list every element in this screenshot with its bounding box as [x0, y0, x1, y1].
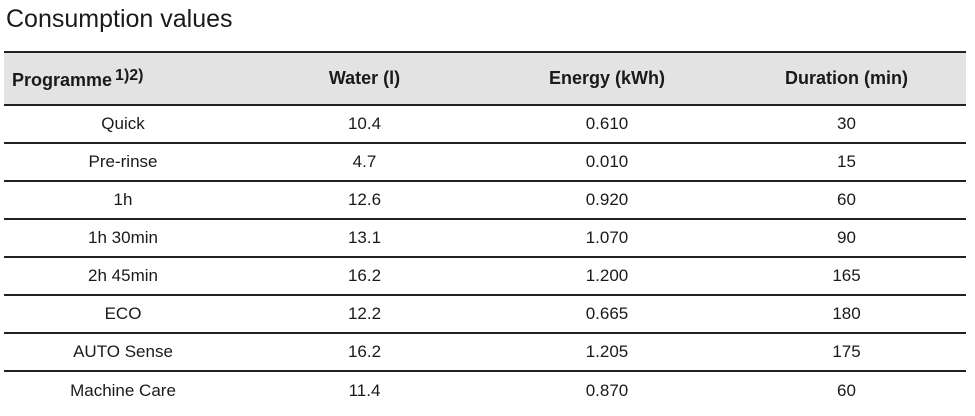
cell-energy: 0.920: [585, 190, 629, 209]
cell-programme: Machine Care: [70, 380, 176, 400]
table-row: ECO 12.2 0.665 180: [4, 295, 966, 333]
cell-duration: 60: [837, 380, 856, 400]
header-programme-label: Programme: [12, 69, 113, 90]
cell-programme: 2h 45min: [88, 266, 158, 285]
cell-energy: 0.010: [585, 152, 629, 171]
table-row: Quick 10.4 0.610 30: [4, 105, 966, 143]
cell-programme: AUTO Sense: [73, 342, 173, 361]
table-row: Pre-rinse 4.7 0.010 15: [4, 143, 966, 181]
cell-programme: Pre-rinse: [88, 152, 158, 171]
table-header: Programme 1)2) Water (l) Energy (kWh) Dur…: [4, 52, 966, 105]
table-row: 1h 12.6 0.920 60: [4, 181, 966, 219]
table-row: AUTO Sense 16.2 1.205 175: [4, 333, 966, 371]
table-row: Machine Care 11.4 0.870 60: [4, 371, 966, 409]
cell-programme: 1h: [113, 190, 133, 209]
table-row: 2h 45min 16.2 1.200 165: [4, 257, 966, 295]
cell-duration: 15: [837, 152, 856, 171]
cell-energy: 0.610: [585, 114, 629, 133]
table-row: 1h 30min 13.1 1.070 90: [4, 219, 966, 257]
consumption-table: Programme 1)2) Water (l) Energy (kWh) Dur…: [4, 51, 966, 409]
cell-water: 4.7: [352, 152, 377, 171]
header-programme: Programme 1)2): [4, 52, 242, 105]
cell-energy: 0.665: [585, 304, 629, 323]
cell-water: 12.2: [347, 304, 382, 323]
cell-energy: 1.200: [585, 266, 629, 285]
page-title: Consumption values: [6, 5, 233, 33]
header-row: Programme 1)2) Water (l) Energy (kWh) Dur…: [4, 52, 966, 105]
cell-energy: 0.870: [585, 380, 629, 400]
cell-water: 10.4: [347, 114, 382, 133]
header-water: Water (l): [328, 68, 401, 88]
cell-duration: 165: [832, 266, 861, 285]
cell-water: 16.2: [347, 266, 382, 285]
cell-programme: 1h 30min: [88, 228, 158, 247]
cell-duration: 60: [837, 190, 856, 209]
cell-duration: 175: [832, 342, 861, 361]
cell-water: 13.1: [347, 228, 382, 247]
cell-duration: 180: [832, 304, 861, 323]
table-body: Quick 10.4 0.610 30 Pre-rinse 4.7 0.010 …: [4, 105, 966, 409]
cell-duration: 90: [837, 228, 856, 247]
cell-water: 11.4: [348, 380, 381, 400]
cell-water: 12.6: [347, 190, 382, 209]
header-duration: Duration (min): [785, 68, 908, 88]
cell-programme: Quick: [101, 114, 145, 133]
header-energy: Energy (kWh): [548, 68, 665, 88]
cell-water: 16.2: [347, 342, 382, 361]
header-programme-footnote: 1)2): [115, 66, 144, 84]
cell-energy: 1.205: [585, 342, 629, 361]
cell-programme: ECO: [104, 304, 142, 323]
cell-duration: 30: [837, 114, 856, 133]
cell-energy: 1.070: [585, 228, 629, 247]
